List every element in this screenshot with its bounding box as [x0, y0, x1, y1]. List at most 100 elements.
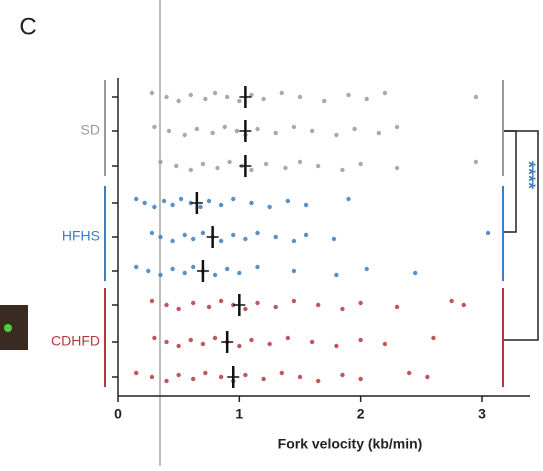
data-dot: [212, 335, 218, 341]
data-dot: [133, 264, 139, 270]
data-dot: [161, 198, 167, 204]
data-dot: [182, 132, 187, 138]
data-dot: [210, 130, 215, 136]
data-dot: [176, 372, 181, 378]
data-dot: [261, 376, 266, 382]
data-dot: [291, 124, 297, 130]
data-dot: [431, 335, 436, 341]
data-dot: [394, 165, 400, 171]
data-dot: [170, 238, 175, 244]
data-dot: [297, 159, 303, 165]
data-dot: [212, 272, 218, 278]
data-dot: [358, 161, 363, 167]
data-dot: [176, 343, 181, 349]
data-dot: [364, 96, 369, 102]
significance-bracket: [503, 130, 539, 341]
group-label: HFHS: [62, 228, 100, 244]
data-dot: [449, 298, 454, 304]
data-dot: [152, 335, 157, 341]
data-dot: [142, 200, 147, 206]
data-dot: [182, 232, 187, 238]
data-dot: [309, 339, 315, 345]
data-dot: [164, 378, 169, 384]
data-dot: [149, 90, 155, 96]
data-dot: [149, 374, 155, 380]
image-fragment-dot: [4, 324, 12, 332]
data-dot: [382, 90, 388, 96]
data-dot: [152, 124, 157, 130]
data-dot: [182, 270, 187, 276]
data-dot: [231, 196, 236, 202]
data-dot: [267, 204, 272, 210]
data-dot: [191, 264, 196, 270]
data-dot: [158, 159, 163, 165]
data-dot: [224, 94, 230, 100]
data-dot: [206, 304, 212, 310]
data-dot: [133, 370, 139, 376]
data-dot: [170, 202, 175, 208]
data-dot: [309, 128, 315, 134]
data-dot: [291, 268, 297, 274]
data-dot: [178, 196, 184, 202]
data-dot: [334, 132, 339, 138]
data-dot: [249, 337, 254, 343]
data-dot: [176, 306, 181, 312]
data-dot: [191, 236, 196, 242]
data-dot: [406, 370, 412, 376]
data-dot: [425, 374, 430, 380]
x-tick-label: 0: [114, 406, 122, 422]
data-dot: [461, 302, 466, 308]
x-axis-label: Fork velocity (kb/min): [278, 436, 423, 452]
data-dot: [206, 198, 212, 204]
data-dot: [164, 339, 169, 345]
data-dot: [376, 130, 382, 136]
data-dot: [237, 98, 242, 104]
data-dot: [188, 92, 193, 98]
data-dot: [149, 230, 155, 236]
data-dot: [291, 298, 297, 304]
data-dot: [340, 372, 345, 378]
data-dot: [394, 304, 400, 310]
data-dot: [358, 337, 363, 343]
data-dot: [352, 126, 357, 132]
data-dot: [255, 230, 260, 236]
data-dot: [334, 343, 339, 349]
data-dot: [255, 264, 260, 270]
data-dot: [283, 165, 288, 171]
data-dot: [166, 128, 172, 134]
data-dot: [152, 204, 157, 210]
data-dot: [263, 161, 269, 167]
data-dot: [261, 96, 266, 102]
data-dot: [200, 161, 206, 167]
data-dot: [243, 306, 248, 312]
data-dot: [382, 341, 388, 347]
data-dot: [188, 167, 193, 173]
data-dot: [191, 376, 196, 382]
data-dot: [331, 236, 337, 242]
data-dot: [315, 163, 321, 169]
data-dot: [473, 159, 479, 165]
data-dot: [273, 234, 278, 240]
data-dot: [285, 198, 291, 204]
x-tick-label: 3: [478, 406, 486, 422]
data-dot: [222, 124, 227, 130]
data-dot: [291, 238, 297, 244]
data-dot: [237, 270, 242, 276]
data-dot: [224, 266, 230, 272]
data-dot: [158, 272, 163, 278]
data-dot: [243, 372, 248, 378]
data-dot: [234, 128, 240, 134]
group-label: CDHFD: [51, 333, 100, 349]
data-dot: [285, 335, 291, 341]
data-dot: [255, 126, 260, 132]
data-dot: [198, 204, 203, 210]
data-dot: [194, 126, 200, 132]
data-dot: [164, 302, 169, 308]
group-label: SD: [81, 122, 100, 138]
data-dot: [133, 196, 139, 202]
data-dot: [358, 376, 363, 382]
data-dot: [315, 302, 321, 308]
data-dot: [149, 298, 155, 304]
data-dot: [273, 130, 278, 136]
data-dot: [303, 232, 309, 238]
